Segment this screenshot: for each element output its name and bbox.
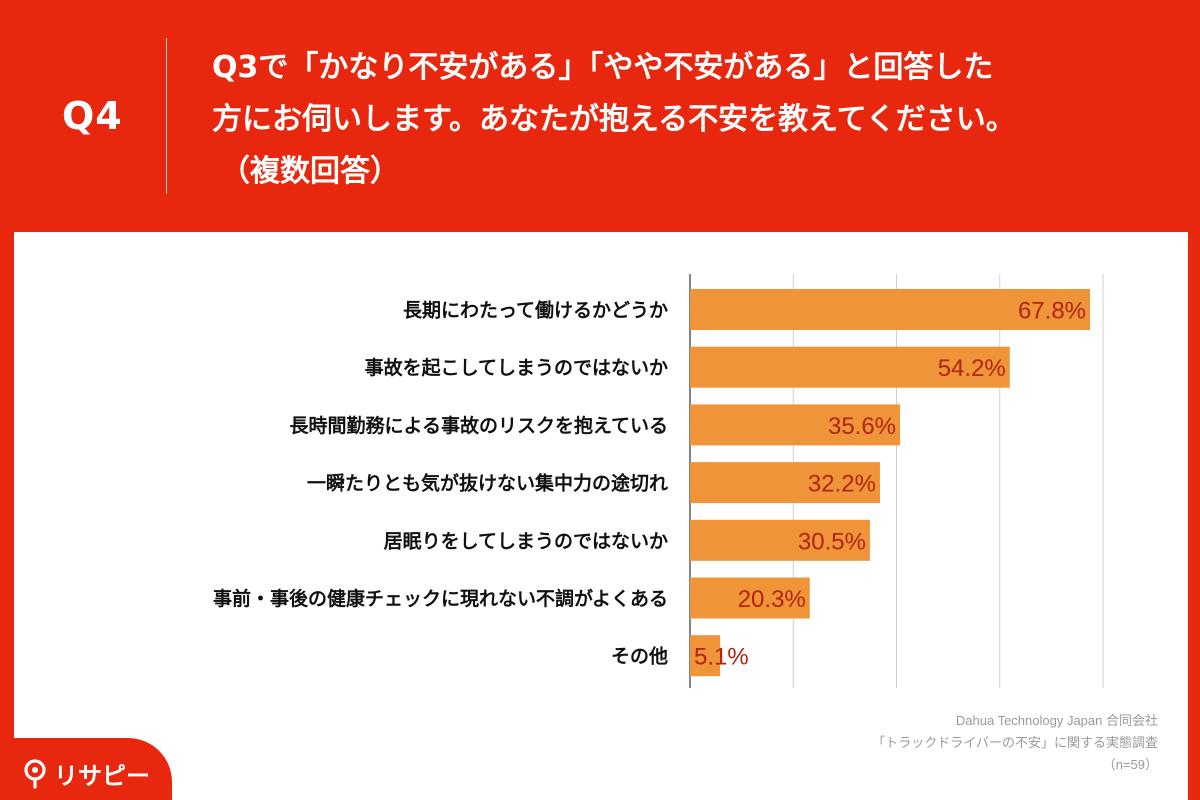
bar: [690, 404, 901, 446]
brand-logo: リサピー: [22, 756, 150, 791]
category-label: 一瞬たりとも気が抜けない集中力の途切れ: [307, 472, 668, 495]
pin-icon: [24, 758, 46, 789]
value-label: 20.3%: [738, 586, 806, 613]
logo-tab: [0, 738, 172, 800]
bar: [690, 519, 870, 561]
value-label: 35.6%: [828, 413, 896, 440]
category-labels: 長期にわたって働けるかどうか事故を起こしてしまうのではないか長時間勤務による事故…: [213, 299, 668, 668]
value-label: 32.2%: [808, 471, 876, 498]
bar: [690, 462, 880, 504]
question-line-3: （複数回答）: [220, 154, 400, 189]
question-line-1: Q3で「かなり不安がある」「やや不安がある」と回答した: [212, 50, 994, 85]
category-label: その他: [611, 645, 668, 668]
chart-panel: 長期にわたって働けるかどうか事故を起こしてしまうのではないか長時間勤務による事故…: [14, 232, 1188, 800]
category-label: 居眠りをしてしまうのではないか: [384, 530, 668, 552]
category-label: 長期にわたって働けるかどうか: [403, 299, 668, 322]
value-label: 30.5%: [798, 528, 866, 555]
category-label: 事故を起こしてしまうのではないか: [365, 356, 668, 379]
value-label: 54.2%: [938, 355, 1006, 382]
bar: [690, 577, 810, 619]
header: Q4 Q3で「かなり不安がある」「やや不安がある」と回答した 方にお伺いします。…: [0, 0, 1200, 232]
source-sample-size: （n=59）: [1102, 757, 1158, 772]
value-label: 5.1%: [694, 644, 749, 671]
question-text: Q3で「かなり不安がある」「やや不安がある」と回答した 方にお伺いします。あなた…: [212, 42, 1172, 198]
bar: [690, 346, 1010, 388]
logo-text: リサピー: [54, 762, 150, 790]
header-divider: [166, 38, 167, 194]
value-label: 67.8%: [1018, 298, 1086, 325]
bars: [690, 289, 1091, 677]
source-note: Dahua Technology Japan 合同会社 「トラックドライバーの不…: [872, 710, 1158, 776]
bar-chart: 長期にわたって働けるかどうか事故を起こしてしまうのではないか長時間勤務による事故…: [213, 274, 1104, 688]
category-label: 事前・事後の健康チェックに現れない不調がよくある: [213, 587, 668, 610]
source-company: Dahua Technology Japan 合同会社: [955, 713, 1158, 728]
question-number: Q4: [62, 94, 123, 138]
category-label: 長時間勤務による事故のリスクを抱えている: [290, 414, 668, 437]
value-labels: 67.8% 54.2% 35.6% 32.2% 30.5% 20.3% 5.1%: [694, 298, 1086, 671]
source-survey-title: 「トラックドライバーの不安」に関する実態調査: [872, 735, 1158, 750]
bar: [690, 635, 721, 677]
bar: [690, 289, 1091, 330]
question-line-2: 方にお伺いします。あなたが抱える不安を教えてください。: [212, 102, 1016, 137]
